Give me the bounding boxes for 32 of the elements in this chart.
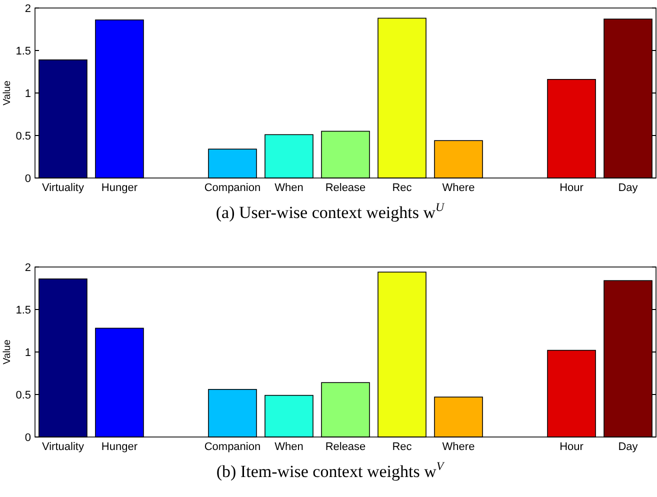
x-tick-label: Companion — [204, 182, 261, 194]
x-tick-label: Virtuality — [42, 441, 84, 453]
x-tick-label: Companion — [204, 441, 261, 453]
x-tick-label: When — [274, 441, 304, 453]
y-tick-label: 2 — [24, 262, 31, 274]
x-tick-label: Hour — [560, 441, 584, 453]
y-axis-title: Value — [2, 80, 13, 106]
text: (b) Item-wise context weights w$^{V}$ — [216, 459, 446, 481]
x-tick-label: Day — [618, 441, 638, 453]
x-tick-label: When — [274, 182, 304, 194]
x-tick-label: Day — [618, 182, 638, 194]
x-tick-label: Hunger — [101, 182, 138, 194]
y-tick-label: 1.5 — [16, 45, 31, 58]
x-tick-label: Release — [325, 441, 366, 453]
x-tick-label: Rec — [392, 182, 412, 194]
y-tick-label: 0 — [24, 172, 31, 185]
x-tick-label: Where — [442, 182, 475, 194]
x-tick-label: Hour — [560, 182, 584, 194]
x-tick-label: Where — [442, 441, 475, 453]
y-tick-label: 2 — [24, 2, 31, 15]
y-tick-label: 0 — [24, 432, 31, 444]
y-tick-label: 0.5 — [16, 389, 31, 402]
y-tick-label: 1 — [24, 88, 31, 100]
y-tick-label: 0.5 — [16, 130, 31, 142]
text: (a) User-wise context weights w$^{U}$ — [216, 200, 446, 222]
x-tick-label: Hunger — [101, 441, 138, 453]
y-tick-label: 1 — [24, 346, 31, 359]
x-tick-label: Release — [325, 182, 366, 194]
y-tick-label: 1.5 — [16, 304, 31, 316]
x-tick-label: Rec — [392, 441, 412, 453]
y-axis-title: Value — [2, 339, 13, 364]
x-tick-label: Virtuality — [42, 182, 84, 194]
